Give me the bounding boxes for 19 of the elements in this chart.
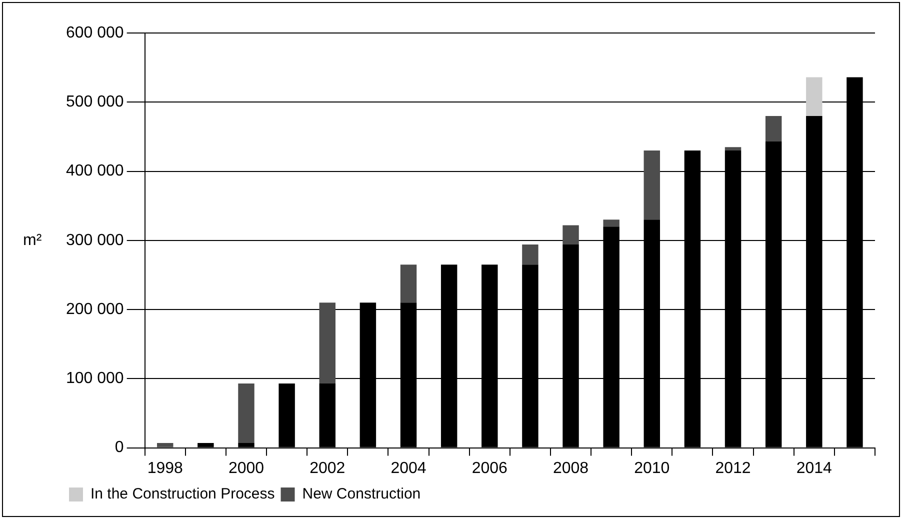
x-tick-label: 2000 xyxy=(228,460,264,477)
x-tick-label: 2004 xyxy=(390,460,426,477)
x-tick-label: 2010 xyxy=(634,460,670,477)
x-tick-label: 1998 xyxy=(147,460,184,477)
y-tick-label: 200 000 xyxy=(66,300,124,318)
legend-label: New Construction xyxy=(302,486,421,503)
y-tick-label: 100 000 xyxy=(66,370,124,388)
y-tick-label: 300 000 xyxy=(66,232,124,249)
y-tick-label: 600 000 xyxy=(66,24,124,42)
x-tick-label: 2008 xyxy=(552,460,589,477)
y-axis-title: m² xyxy=(23,232,42,249)
x-tick-label: 2006 xyxy=(472,460,508,477)
x-tick-label: 2012 xyxy=(715,460,751,477)
legend-label: In the Construction Process xyxy=(90,486,275,503)
y-tick-label: 0 xyxy=(114,439,124,456)
y-tick-label: 500 000 xyxy=(66,94,124,111)
y-tick-label: 400 000 xyxy=(66,162,124,180)
x-tick-label: 2014 xyxy=(796,460,832,477)
x-tick-label: 2002 xyxy=(310,460,346,477)
